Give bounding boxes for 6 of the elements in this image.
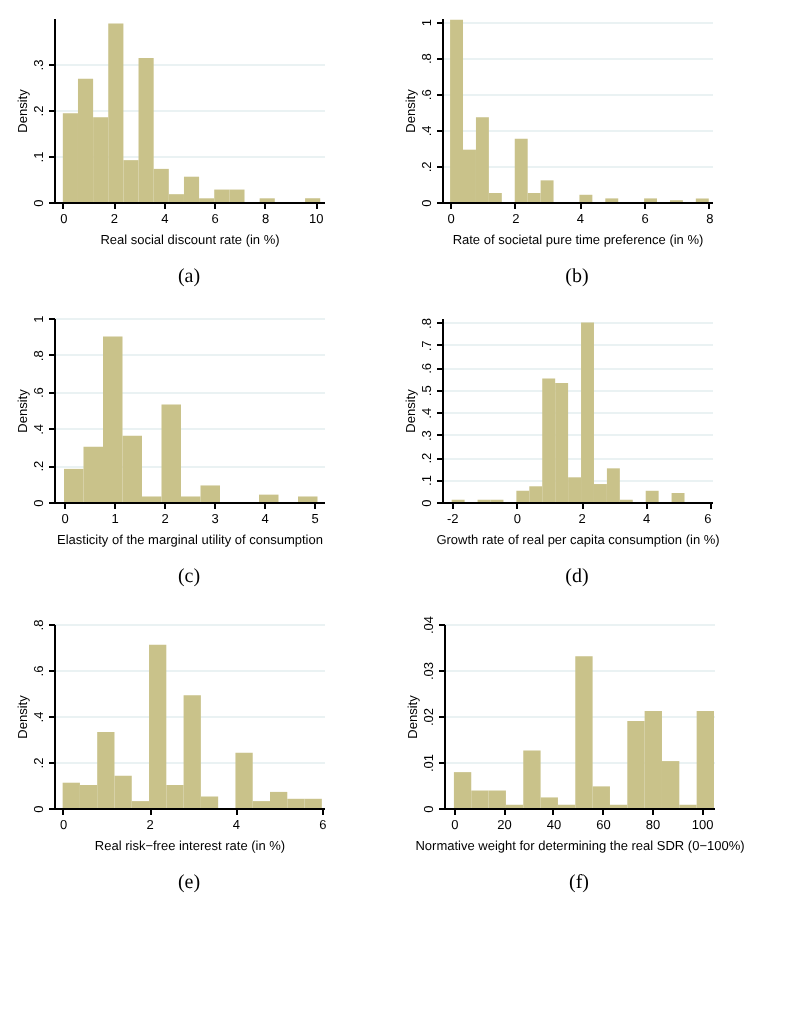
text: (e) [177, 872, 201, 894]
text: (f) [569, 872, 589, 894]
text: (a) [177, 266, 201, 288]
text: (b) [565, 266, 589, 288]
text: (c) [177, 566, 201, 588]
text: (d) [565, 566, 589, 588]
